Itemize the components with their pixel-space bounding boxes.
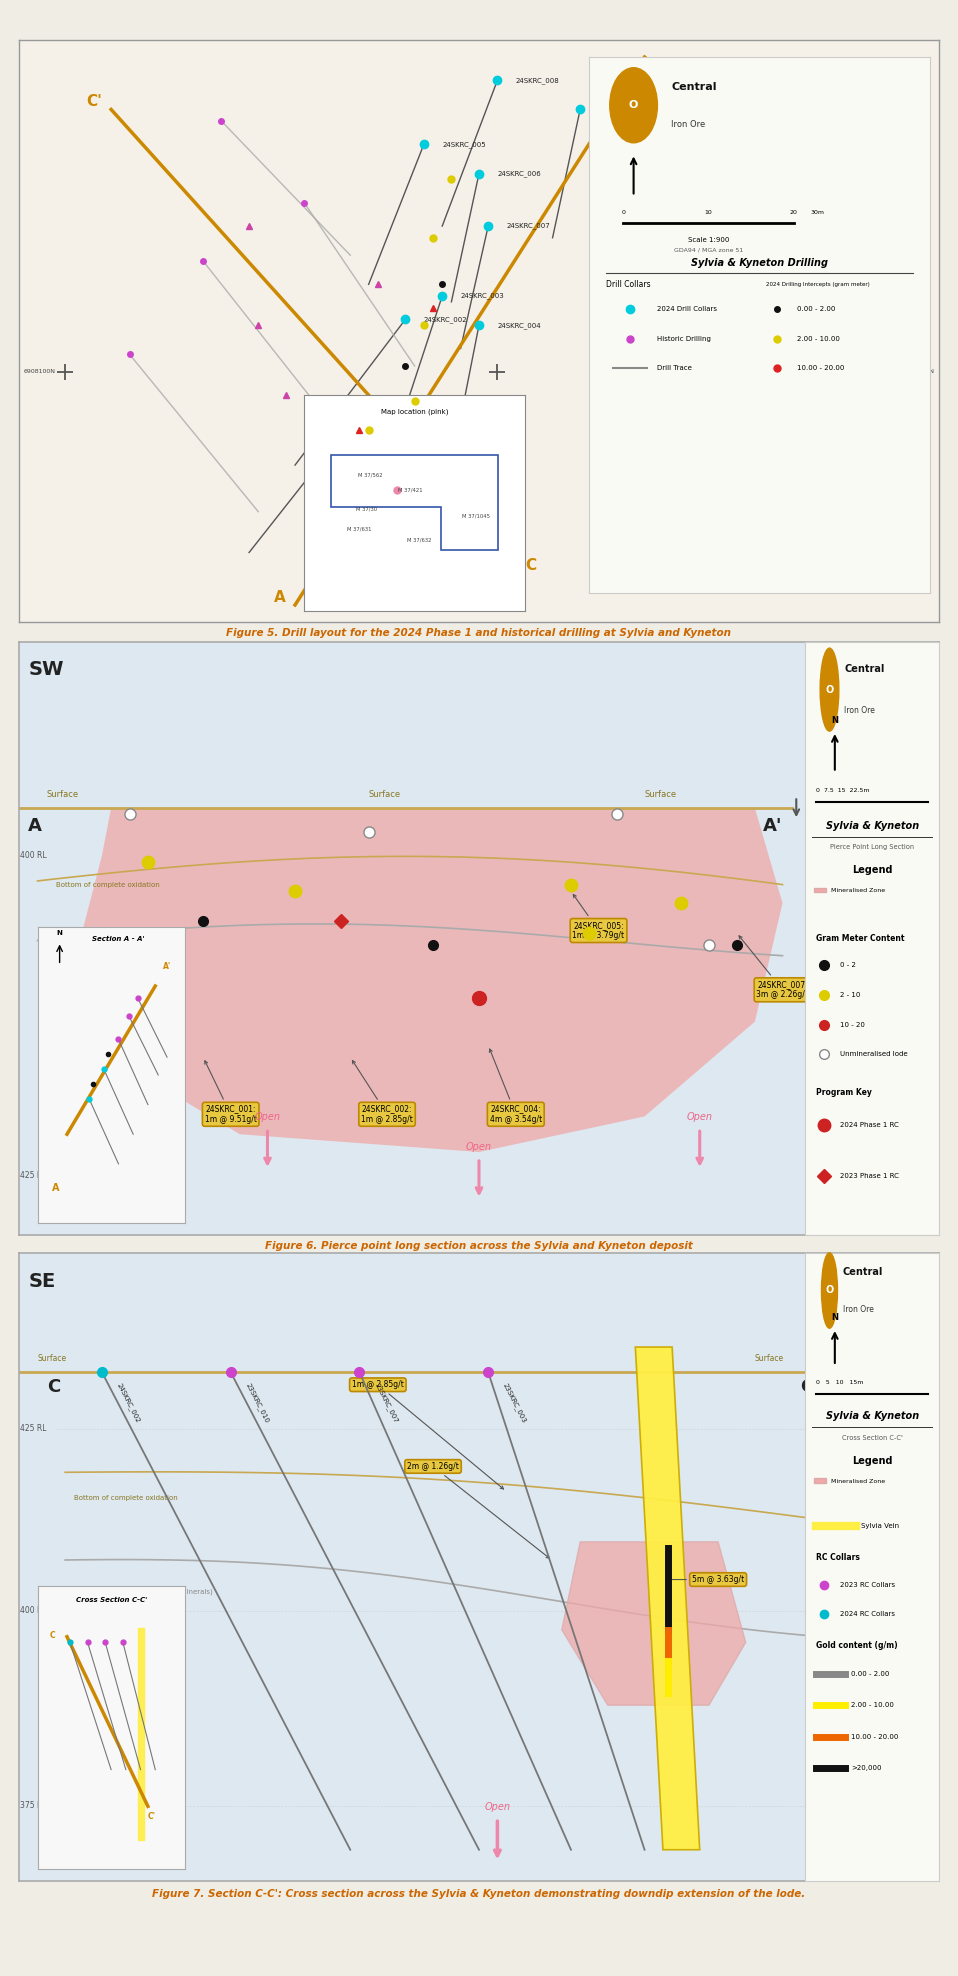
- Text: Figure 6. Pierce point long section across the Sylvia and Kyneton deposit: Figure 6. Pierce point long section acro…: [265, 1241, 693, 1251]
- Text: Surface: Surface: [645, 790, 676, 800]
- Text: 23SKRC_010: 23SKRC_010: [244, 1381, 270, 1425]
- Text: 6908100N: 6908100N: [902, 370, 934, 373]
- Text: Surface: Surface: [755, 1354, 784, 1363]
- Text: A: A: [29, 818, 42, 836]
- Text: C': C': [86, 95, 102, 109]
- Text: C: C: [525, 559, 536, 573]
- Text: 23SKRC_007: 23SKRC_007: [374, 1381, 399, 1425]
- Polygon shape: [561, 1541, 745, 1705]
- Text: C: C: [47, 1379, 60, 1397]
- Text: Open: Open: [466, 1142, 492, 1152]
- Text: Open: Open: [485, 1802, 511, 1812]
- Text: 24SKRC_005:
1m @ 3.79g/t: 24SKRC_005: 1m @ 3.79g/t: [573, 895, 625, 941]
- Text: 24SKRC_002: 24SKRC_002: [423, 316, 468, 322]
- Text: SW: SW: [29, 660, 64, 680]
- Text: 24SKRC_001:
1m @ 9.51g/t: 24SKRC_001: 1m @ 9.51g/t: [205, 1061, 257, 1124]
- Text: 24SKRC_002:
1m @ 2.85g/t: 24SKRC_002: 1m @ 2.85g/t: [353, 1061, 413, 1124]
- Text: 23SKRC_003: 23SKRC_003: [502, 1381, 528, 1425]
- Text: 24SKRC_008: 24SKRC_008: [515, 77, 559, 83]
- Text: 24SKRC_001: 24SKRC_001: [387, 397, 431, 405]
- Text: 2m @ 1.26g/t: 2m @ 1.26g/t: [407, 1462, 550, 1559]
- Text: Open: Open: [687, 1112, 713, 1122]
- Text: NE: NE: [901, 660, 929, 680]
- Text: A': A': [653, 57, 671, 71]
- Text: 5m @ 3.63g/t: 5m @ 3.63g/t: [667, 1575, 744, 1585]
- Text: Surface: Surface: [369, 790, 400, 800]
- Text: 24SKRC_003: 24SKRC_003: [461, 292, 504, 300]
- Text: A': A': [763, 818, 783, 836]
- Text: 425 RL: 425 RL: [20, 1172, 47, 1180]
- Text: Open: Open: [255, 1112, 281, 1122]
- Text: 375 RL: 375 RL: [20, 1802, 47, 1810]
- Text: 24SKRC_005: 24SKRC_005: [443, 140, 486, 148]
- Text: Surface: Surface: [47, 790, 79, 800]
- Text: NW: NW: [892, 1273, 929, 1290]
- Polygon shape: [83, 808, 783, 1152]
- Text: C': C': [800, 1379, 819, 1397]
- Text: 400 RL: 400 RL: [20, 1606, 47, 1616]
- Text: 24SKRC_007: 24SKRC_007: [507, 223, 550, 229]
- Text: Top of fresh rock: Top of fresh rock: [56, 947, 114, 954]
- Text: Figure 5. Drill layout for the 2024 Phase 1 and historical drilling at Sylvia an: Figure 5. Drill layout for the 2024 Phas…: [226, 628, 732, 638]
- Text: 24SKRC_004: 24SKRC_004: [497, 322, 541, 328]
- Text: Surface: Surface: [37, 1354, 67, 1363]
- Text: Bottom of complete oxidation: Bottom of complete oxidation: [75, 1494, 178, 1500]
- Text: 1m @ 2.85g/t: 1m @ 2.85g/t: [352, 1381, 504, 1490]
- Text: 24SKRC_007:
3m @ 2.26g/t: 24SKRC_007: 3m @ 2.26g/t: [739, 937, 809, 1000]
- Text: 24SKRC_002: 24SKRC_002: [116, 1381, 142, 1423]
- Text: 400 RL: 400 RL: [20, 852, 47, 860]
- Text: 24SKRC_006: 24SKRC_006: [497, 170, 541, 178]
- Text: 6908100N: 6908100N: [24, 370, 56, 373]
- Text: A: A: [274, 591, 285, 605]
- Text: 24SKRC_004:
4m @ 3.54g/t: 24SKRC_004: 4m @ 3.54g/t: [490, 1049, 542, 1124]
- Polygon shape: [635, 1348, 699, 1850]
- Text: Top of fresh rock / (secondary minerals): Top of fresh rock / (secondary minerals): [75, 1589, 213, 1595]
- Text: Figure 7. Section C-C': Cross section across the Sylvia & Kyneton demonstrating : Figure 7. Section C-C': Cross section ac…: [152, 1889, 806, 1899]
- Text: SE: SE: [29, 1273, 56, 1290]
- Text: Bottom of complete oxidation: Bottom of complete oxidation: [56, 881, 160, 889]
- Text: 24SKRC_009: 24SKRC_009: [599, 107, 642, 113]
- Text: 425 RL: 425 RL: [20, 1425, 47, 1433]
